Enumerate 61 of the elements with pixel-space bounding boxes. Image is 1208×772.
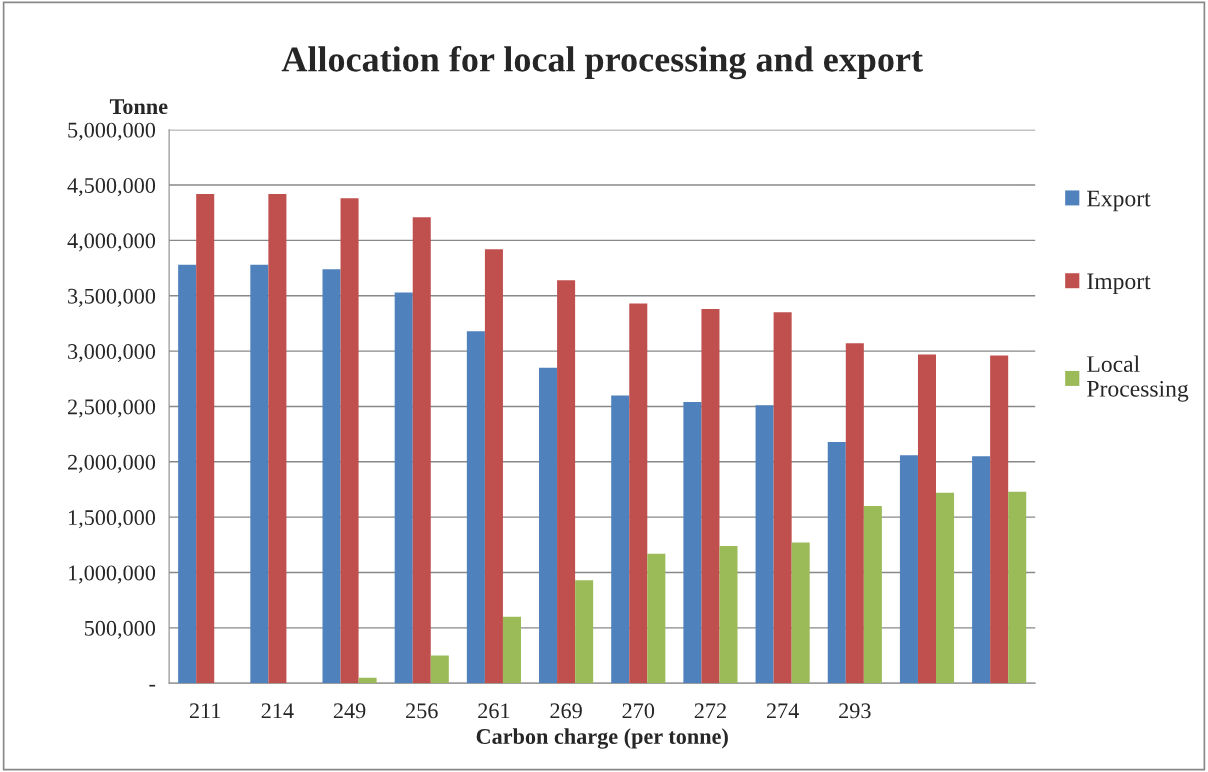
x-tick-label: 256 xyxy=(406,703,438,719)
bar xyxy=(611,395,630,684)
bar xyxy=(394,292,413,684)
bar xyxy=(196,193,215,684)
bar xyxy=(827,441,846,684)
x-tick-label: 270 xyxy=(622,703,655,719)
bar xyxy=(845,343,864,684)
bar xyxy=(719,545,738,684)
chart-title: Allocation for local processing and export xyxy=(281,45,923,80)
bar xyxy=(575,580,594,684)
y-tick-label: 1,000,000 xyxy=(68,565,156,584)
y-tick-label: 1,500,000 xyxy=(68,510,156,529)
bar xyxy=(539,367,558,684)
bar xyxy=(322,269,341,684)
x-tick-label: 261 xyxy=(478,703,510,719)
legend-label: Local Processing xyxy=(1087,355,1189,402)
bar xyxy=(990,355,1009,684)
x-tick-label: 274 xyxy=(766,703,799,719)
x-tick-label: 293 xyxy=(839,703,871,719)
legend-label: Export xyxy=(1087,190,1151,212)
y-tick-label: 4,500,000 xyxy=(67,177,156,197)
bar xyxy=(791,542,810,684)
bar xyxy=(268,193,287,684)
bar xyxy=(773,312,792,684)
bar xyxy=(178,264,197,684)
bar xyxy=(899,455,918,684)
x-tick-label: 211 xyxy=(189,703,221,719)
y-tick-label: - xyxy=(149,684,156,687)
bar xyxy=(466,331,485,684)
bar xyxy=(863,506,882,684)
y-tick-label: 4,000,000 xyxy=(67,233,156,252)
x-tick-label: 214 xyxy=(261,703,294,719)
y-tick-label: 500,000 xyxy=(85,620,156,639)
bar xyxy=(629,303,648,684)
x-axis-title: Carbon charge (per tonne) xyxy=(476,728,728,749)
x-tick-label: 249 xyxy=(333,703,366,719)
x-tick-label: 269 xyxy=(550,703,582,719)
bar xyxy=(755,405,774,684)
bar xyxy=(701,309,720,684)
bar xyxy=(484,249,503,684)
y-tick-label: 3,500,000 xyxy=(68,288,156,307)
bar xyxy=(647,553,666,684)
y-tick-label: 2,000,000 xyxy=(68,454,156,473)
bar xyxy=(683,402,702,684)
bar xyxy=(340,198,359,684)
bar xyxy=(1008,491,1027,684)
bar xyxy=(972,456,991,684)
bar xyxy=(917,354,937,684)
bar xyxy=(936,492,955,684)
bar xyxy=(412,217,431,684)
y-tick-label: 2,500,000 xyxy=(68,399,156,418)
bar xyxy=(557,280,576,684)
x-tick-label: 272 xyxy=(694,703,726,719)
legend-label: Import xyxy=(1087,273,1151,295)
bar xyxy=(358,677,377,684)
bar xyxy=(502,616,521,684)
y-tick-label: 5,000,000 xyxy=(68,122,156,141)
bar xyxy=(250,264,269,684)
bar xyxy=(430,655,449,684)
y-axis-title: Tonne xyxy=(109,99,168,115)
y-tick-label: 3,000,000 xyxy=(68,344,156,363)
